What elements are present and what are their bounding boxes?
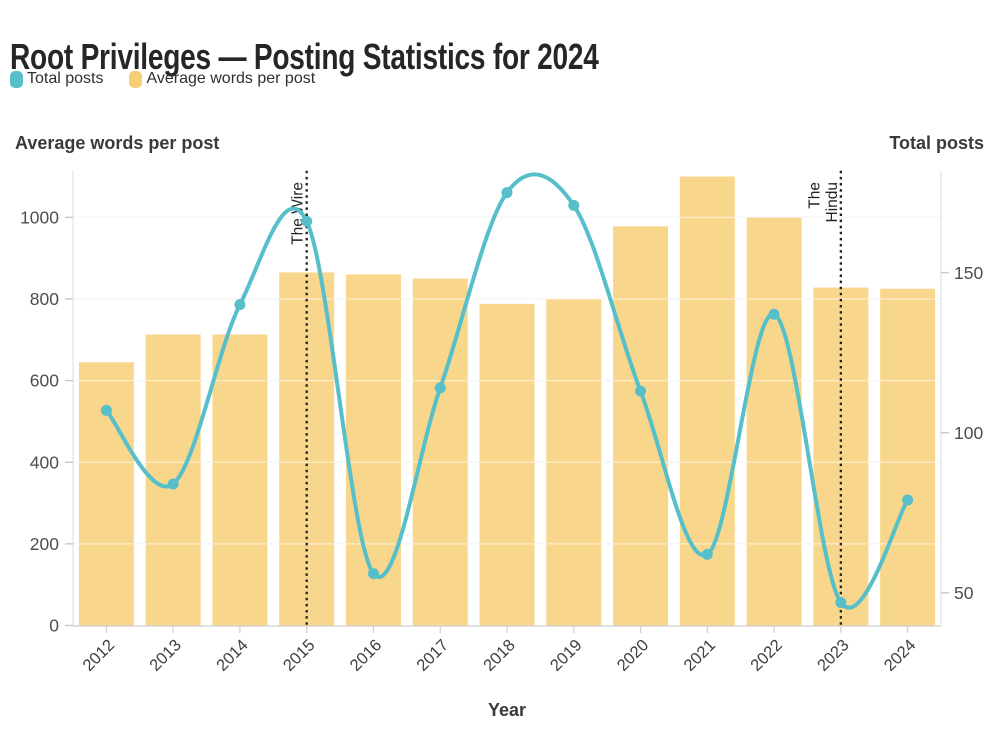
y-right-tick-label: 50 (954, 583, 974, 603)
point-2013 (167, 478, 179, 490)
legend-swatch-total-posts (10, 70, 23, 88)
point-2015 (301, 215, 313, 227)
y-left-tick-label: 400 (30, 452, 59, 472)
y-left-tick-label: 1000 (20, 207, 59, 227)
chart-title: Root Privileges — Posting Statistics for… (10, 36, 599, 78)
x-tick-label-2022: 2022 (747, 636, 786, 675)
legend-label-avg-words: Average words per post (146, 70, 316, 87)
bar-2014 (212, 334, 268, 626)
legend-swatch-avg-words (129, 70, 143, 88)
annotation-label-2015: The Wire (290, 182, 307, 245)
legend-item-avg-words: Average words per post (129, 70, 315, 88)
left-axis-title: Average words per post (15, 133, 220, 153)
y-left-tick-label: 0 (49, 616, 59, 636)
point-2020 (635, 385, 647, 397)
x-tick-label-2014: 2014 (213, 636, 252, 675)
y-left-tick-label: 200 (30, 534, 59, 554)
x-tick-label-2017: 2017 (413, 636, 452, 675)
x-tick-label-2023: 2023 (814, 636, 853, 675)
x-tick-label-2013: 2013 (146, 636, 185, 675)
point-2012 (100, 404, 112, 416)
x-axis-title: Year (487, 700, 527, 720)
point-2018 (501, 187, 513, 199)
x-tick-label-2018: 2018 (480, 636, 519, 675)
y-left-tick-label: 600 (30, 371, 59, 391)
legend-item-total-posts: Total posts (10, 70, 103, 88)
x-tick-label-2019: 2019 (547, 636, 586, 675)
point-2016 (367, 568, 379, 580)
bar-2016 (345, 274, 401, 626)
point-2022 (768, 308, 780, 320)
point-2019 (568, 199, 580, 211)
point-2014 (234, 299, 246, 311)
y-right-tick-label: 150 (954, 263, 983, 283)
point-2017 (434, 382, 446, 394)
annotation-label-2023: The (806, 182, 823, 209)
y-left-tick-label: 800 (30, 289, 59, 309)
x-tick-label-2020: 2020 (614, 636, 653, 675)
legend: Total posts Average words per post (10, 70, 315, 88)
point-2024 (902, 494, 914, 506)
x-tick-label-2015: 2015 (280, 636, 319, 675)
bar-2018 (479, 303, 535, 626)
x-tick-label-2021: 2021 (680, 636, 719, 675)
bar-2022 (746, 217, 802, 626)
x-tick-label-2012: 2012 (80, 636, 119, 675)
bar-2020 (613, 226, 669, 626)
right-axis-title: Total posts (889, 133, 984, 153)
y-right-tick-label: 100 (954, 423, 983, 443)
legend-label-total-posts: Total posts (27, 70, 104, 87)
bar-2012 (78, 362, 134, 626)
x-tick-label-2024: 2024 (881, 636, 920, 675)
x-tick-label-2016: 2016 (347, 636, 386, 675)
point-2021 (701, 548, 713, 560)
bar-2024 (880, 288, 936, 626)
point-2023 (835, 596, 847, 608)
annotation-label-2023: Hindu (824, 182, 841, 223)
